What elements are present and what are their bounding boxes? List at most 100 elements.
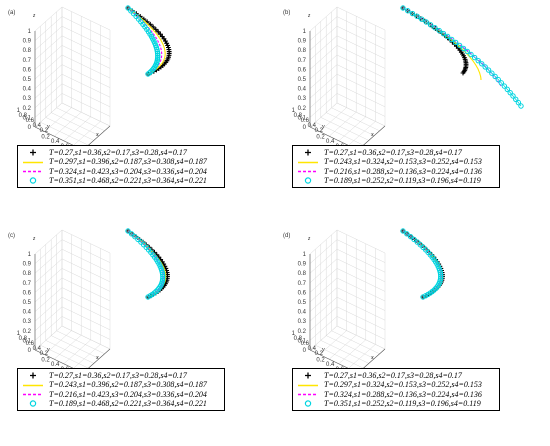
z-tick-label: 0.6 xyxy=(298,67,307,73)
legend-label: T=0.27,s1=0.36,s2=0.17,s3=0.28,s4=0.17 xyxy=(49,371,187,380)
trajectory-marker xyxy=(154,50,161,57)
z-tick-label: 0.9 xyxy=(23,262,32,268)
z-tick-label: 0.7 xyxy=(298,58,307,64)
legend-label: T=0.243,s1=0.324,s2=0.153,s3=0.252,s4=0.… xyxy=(324,157,482,167)
legend-marker xyxy=(21,167,45,176)
legend-label: T=0.243,s1=0.396,s2=0.187,s3=0.308,s4=0.… xyxy=(49,380,207,390)
legend-marker xyxy=(296,371,320,380)
y-tick-label: 0.4 xyxy=(308,123,317,129)
x-tick-label: 0.2 xyxy=(316,358,325,364)
x-tick-label: 0.2 xyxy=(41,358,50,364)
trajectory-line xyxy=(402,7,502,87)
series-2 xyxy=(402,7,482,81)
trajectory-marker xyxy=(513,96,519,102)
trajectory-marker xyxy=(485,67,492,73)
legend-label: T=0.351,s1=0.468,s2=0.221,s3=0.364,s4=0.… xyxy=(49,176,207,186)
trajectory-marker xyxy=(479,61,485,67)
legend-label: T=0.216,s1=0.423,s3=0.204,s3=0.336,s4=0.… xyxy=(49,389,207,399)
z-tick-label: 1 xyxy=(303,252,307,258)
trajectory-marker xyxy=(492,73,498,80)
legend-item: T=0.297,s1=0.324,s2=0.153,s3=0.252,s4=0.… xyxy=(296,380,496,389)
legend-marker xyxy=(296,158,320,167)
legend-marker xyxy=(21,148,45,157)
x-tick-label: 0.4 xyxy=(51,139,60,145)
trajectory-marker xyxy=(154,287,161,293)
panel-label: (d) xyxy=(283,233,290,239)
trajectory-marker xyxy=(404,231,410,237)
trajectory-marker xyxy=(420,294,426,300)
series-4 xyxy=(400,228,444,300)
z-tick-label: 0 xyxy=(303,125,307,131)
trajectory-marker xyxy=(160,273,166,280)
z-tick-label: 0.1 xyxy=(298,338,307,344)
trajectory-marker xyxy=(155,54,161,60)
panel-label: (c) xyxy=(8,233,15,239)
y-tick-label: 0.4 xyxy=(33,123,42,129)
x-axis-label: x xyxy=(370,355,374,361)
series-3 xyxy=(402,7,502,87)
z-tick-label: 0.4 xyxy=(23,87,32,93)
legend-c: T=0.27,s1=0.36,s2=0.17,s3=0.28,s4=0.17 T=… xyxy=(17,368,225,411)
legend-label: T=0.324,s1=0.288,s2=0.136,s3=0.224,s4=0.… xyxy=(324,389,482,399)
z-axis-label: z xyxy=(32,236,36,242)
legend-label: T=0.216,s1=0.288,s2=0.136,s3=0.224,s4=0.… xyxy=(324,166,482,176)
legend-marker xyxy=(296,148,320,157)
z-tick-label: 0.5 xyxy=(298,77,307,83)
trajectory-marker xyxy=(510,93,516,99)
z-tick-label: 0.4 xyxy=(23,310,32,316)
y-tick-label: 1 xyxy=(292,108,296,114)
x-axis-label: x xyxy=(95,132,99,138)
z-tick-label: 0.5 xyxy=(23,77,32,83)
trajectory-marker xyxy=(501,83,508,89)
z-tick-label: 1 xyxy=(28,29,32,35)
legend-d: T=0.27,s1=0.36,s2=0.17,s3=0.28,s4=0.17 T=… xyxy=(292,368,500,411)
trajectory-marker xyxy=(489,70,495,76)
trajectory-marker xyxy=(132,233,138,240)
y-tick-label: 0.2 xyxy=(40,351,49,357)
trajectory-marker xyxy=(160,275,166,282)
series-1 xyxy=(400,5,469,76)
trajectory-line xyxy=(402,7,522,107)
z-tick-label: 0 xyxy=(28,348,32,354)
legend-label: T=0.297,s1=0.396,s2=0.187,s3=0.308,s4=0.… xyxy=(49,157,207,167)
z-tick-label: 0.6 xyxy=(298,290,307,296)
z-axis-label: z xyxy=(307,13,311,19)
x-tick-label: 0.4 xyxy=(51,362,60,368)
legend-item: T=0.324,s1=0.423,s3=0.204,s3=0.336,s4=0.… xyxy=(21,167,221,176)
trajectory-marker xyxy=(507,89,513,96)
z-axis-label: z xyxy=(307,236,311,242)
y-axis-label: y xyxy=(46,347,50,353)
z-tick-label: 0.1 xyxy=(23,338,32,344)
trajectory-marker xyxy=(482,64,488,70)
legend-marker xyxy=(296,399,320,408)
z-tick-label: 0.6 xyxy=(23,290,32,296)
legend-label: T=0.297,s1=0.324,s2=0.153,s3=0.252,s4=0.… xyxy=(324,380,482,390)
z-tick-label: 0.2 xyxy=(23,106,32,112)
trajectory-marker xyxy=(468,51,474,58)
legend-item: T=0.216,s1=0.288,s2=0.136,s3=0.224,s4=0.… xyxy=(296,167,496,176)
z-tick-label: 0.7 xyxy=(23,58,32,64)
y-tick-label: 1 xyxy=(17,108,21,114)
y-tick-label: 0.6 xyxy=(26,341,35,347)
legend-item: T=0.27,s1=0.36,s2=0.17,s3=0.28,s4=0.17 xyxy=(21,148,221,157)
z-tick-label: 0.6 xyxy=(23,67,32,73)
legend-marker xyxy=(21,399,45,408)
z-tick-label: 0.9 xyxy=(298,39,307,45)
legend-item: T=0.27,s1=0.36,s2=0.17,s3=0.28,s4=0.17 xyxy=(21,371,221,380)
x-tick-label: 0.2 xyxy=(316,135,325,141)
legend-item: T=0.27,s1=0.36,s2=0.17,s3=0.28,s4=0.17 xyxy=(296,148,496,157)
trajectory-marker xyxy=(440,30,447,37)
plot-b: 00.10.20.30.40.50.60.70.80.910.20.40.60.… xyxy=(283,5,524,159)
trajectory-marker xyxy=(460,70,466,76)
panel-d: 0 0.1 0.2 0.3 0.4 0.5 0.6 0.7 0.8 0.9 1 0.2 0.4 0.6 0.… xyxy=(275,223,550,446)
y-axis-label: y xyxy=(321,347,325,353)
legend-item: T=0.351,s1=0.468,s2=0.221,s3=0.364,s4=0.… xyxy=(21,176,221,185)
z-tick-label: 0 xyxy=(28,125,32,131)
z-tick-label: 0.3 xyxy=(298,96,307,102)
trajectory-marker xyxy=(423,19,429,25)
trajectory-marker xyxy=(138,239,144,245)
grid xyxy=(34,6,111,151)
trajectory-marker xyxy=(452,39,459,46)
trajectory-marker xyxy=(155,52,161,59)
x-tick-label: 0.4 xyxy=(326,139,335,145)
